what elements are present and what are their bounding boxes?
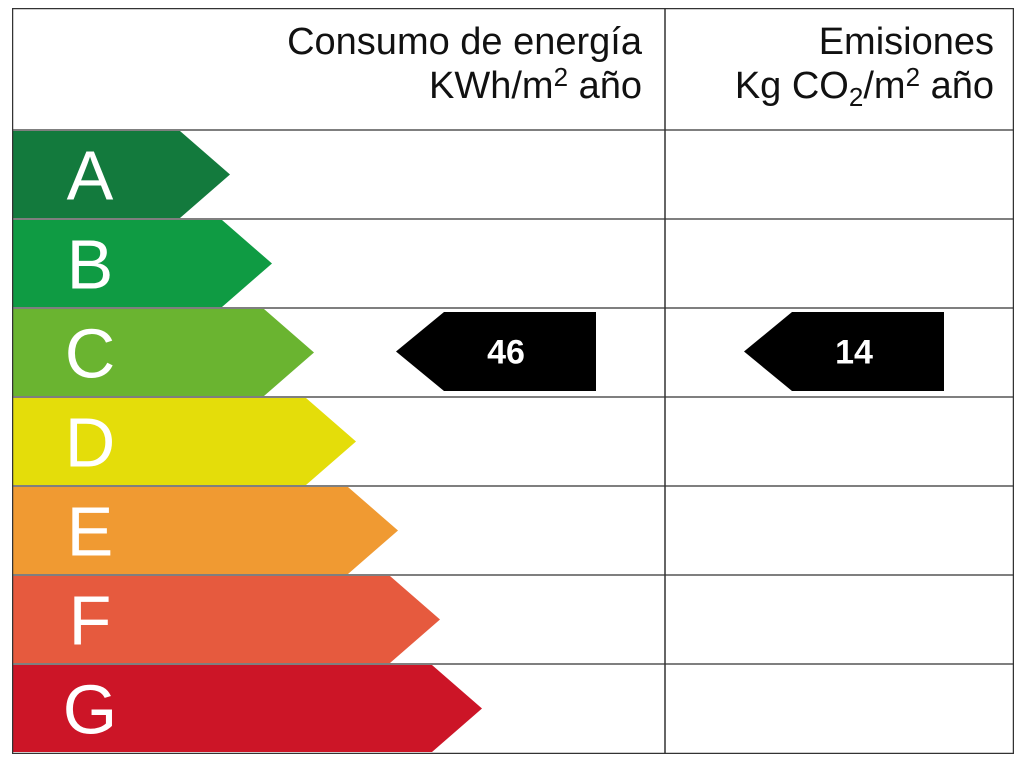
class-e-letter: E bbox=[67, 493, 114, 571]
energy-rating-value: 46 bbox=[487, 334, 525, 372]
class-e-arrow bbox=[13, 487, 398, 574]
emissions-header: Emisiones Kg CO2/m2 año bbox=[666, 20, 994, 112]
energy-header-unit: KWh/m2 año bbox=[429, 62, 642, 107]
class-b-arrow bbox=[13, 220, 272, 307]
energy-header-title: Consumo de energía bbox=[287, 21, 642, 63]
energy-rating-marker bbox=[396, 312, 596, 391]
class-f-arrow bbox=[13, 576, 440, 663]
class-a-arrow bbox=[13, 131, 230, 218]
class-d-arrow bbox=[13, 398, 356, 485]
class-g-arrow bbox=[13, 665, 482, 752]
class-d-letter: D bbox=[65, 404, 116, 482]
energy-header: Consumo de energía KWh/m2 año bbox=[12, 20, 642, 108]
emissions-header-title: Emisiones bbox=[818, 21, 994, 63]
emissions-header-unit: Kg CO2/m2 año bbox=[734, 62, 994, 112]
emissions-rating-marker bbox=[744, 312, 944, 391]
class-a-letter: A bbox=[67, 137, 114, 215]
class-f-letter: F bbox=[69, 582, 112, 660]
class-g-letter: G bbox=[63, 671, 117, 749]
class-c-letter: C bbox=[65, 315, 116, 393]
class-c-arrow bbox=[13, 309, 314, 396]
energy-label-table: A B C D E F G 46 14 Consumo de energía KWh/m2 añ… bbox=[12, 8, 1014, 754]
emissions-rating-value: 14 bbox=[835, 334, 873, 372]
table-border bbox=[12, 8, 1014, 754]
class-b-letter: B bbox=[67, 226, 114, 304]
